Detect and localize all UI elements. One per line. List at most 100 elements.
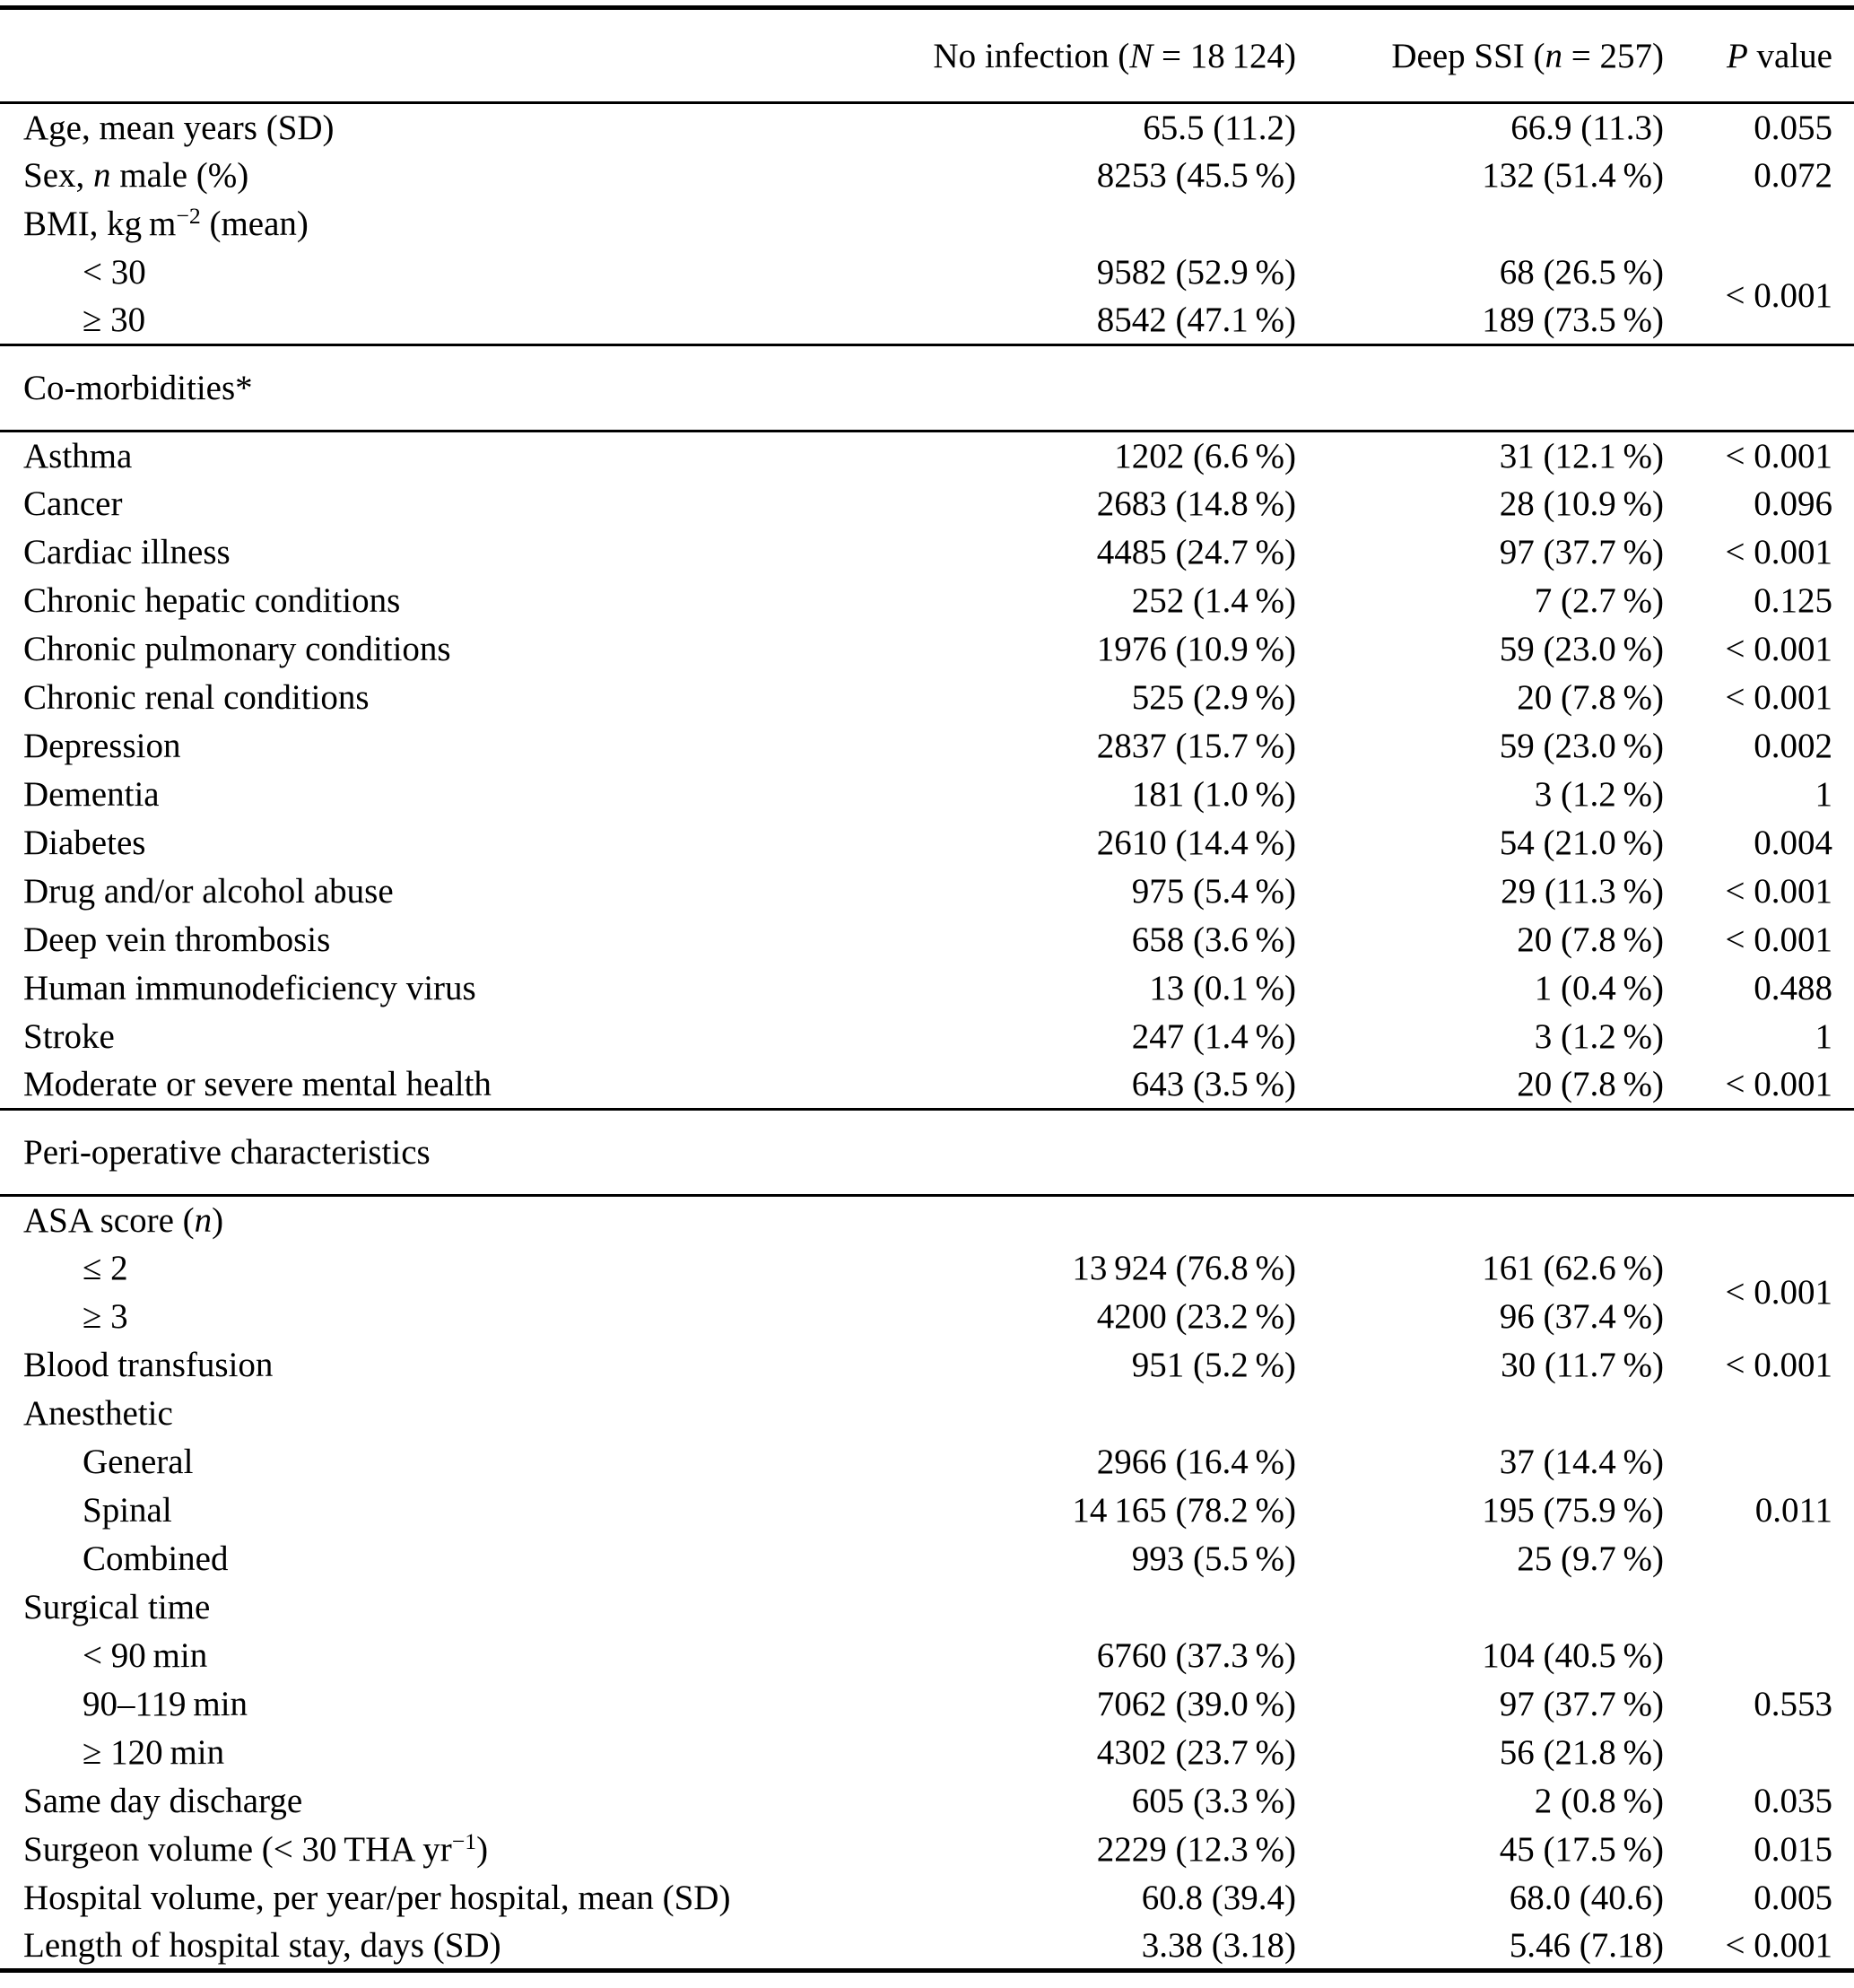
p-value: < 0.001 (1725, 1925, 1833, 1965)
value-no-infection: 7062 (39.0 %) (1096, 1685, 1296, 1723)
value-deep-ssi: 1 (0.4 %) (1534, 969, 1664, 1007)
value-no-infection: 605 (3.3 %) (1131, 1782, 1296, 1820)
p-value: < 0.001 (1725, 1065, 1833, 1104)
value-no-infection (839, 1583, 1296, 1632)
p-value: 0.005 (1754, 1879, 1832, 1917)
value-deep-ssi: 68.0 (40.6) (1509, 1879, 1664, 1917)
value-deep-ssi: 195 (75.9 %) (1482, 1491, 1664, 1530)
p-value: < 0.001 (1725, 276, 1833, 316)
section-row: Co-morbidities* (0, 344, 1854, 432)
row-label: ≥ 30 (83, 301, 146, 340)
value-no-infection: 4485 (24.7 %) (1096, 533, 1296, 571)
p-value: 0.011 (1754, 1491, 1832, 1530)
value-no-infection (839, 200, 1296, 248)
p-value (1664, 1583, 1854, 1632)
value-deep-ssi: 97 (37.7 %) (1499, 1685, 1664, 1723)
value-no-infection: 525 (2.9 %) (1131, 678, 1296, 717)
value-no-infection: 181 (1.0 %) (1131, 775, 1296, 814)
row-label: Surgical time (23, 1588, 211, 1626)
value-no-infection: 14 165 (78.2 %) (1072, 1491, 1296, 1530)
table-row: Chronic pulmonary conditions 1976 (10.9 %… (0, 625, 1854, 674)
value-no-infection: 3.38 (3.18) (1141, 1925, 1296, 1965)
p-value: 0.072 (1754, 156, 1832, 195)
table-row: 90–119 min 7062 (39.0 %) 97 (37.7 %) (0, 1680, 1854, 1729)
table-row: Surgeon volume (< 30 THA yr−1) 2229 (12.3… (0, 1826, 1854, 1874)
row-label: Chronic hepatic conditions (23, 581, 401, 620)
value-no-infection: 13 (0.1 %) (1149, 969, 1296, 1007)
value-deep-ssi: 104 (40.5 %) (1482, 1636, 1664, 1675)
value-deep-ssi (1296, 1583, 1664, 1632)
value-deep-ssi: 2 (0.8 %) (1534, 1782, 1664, 1820)
p-value: < 0.001 (1725, 1273, 1833, 1312)
p-value: 0.125 (1754, 581, 1832, 620)
col-header-deep-ssi-var: n (1545, 36, 1563, 75)
table-body: Age, mean years (SD) 65.5 (11.2) 66.9 (11.… (0, 103, 1854, 1971)
value-deep-ssi: 31 (12.1 %) (1499, 436, 1664, 475)
value-deep-ssi: 56 (21.8 %) (1499, 1733, 1664, 1772)
row-label: Chronic renal conditions (23, 678, 370, 717)
value-deep-ssi: 5.46 (7.18) (1509, 1925, 1664, 1965)
header-row: No infection (N = 18 124) Deep SSI (n = … (0, 8, 1854, 103)
value-deep-ssi (1296, 1390, 1664, 1438)
p-value: 1 (1815, 775, 1833, 814)
table-row: Surgical time (0, 1583, 1854, 1632)
table-row: Hospital volume, per year/per hospital, … (0, 1874, 1854, 1923)
p-value: 0.004 (1754, 824, 1832, 862)
table-row: Deep vein thrombosis 658 (3.6 %) 20 (7.8 %… (0, 916, 1854, 964)
value-deep-ssi: 54 (21.0 %) (1499, 824, 1664, 862)
row-label: ≥ 3 (83, 1297, 128, 1336)
col-header-no-infection: No infection (N = 18 124) (839, 8, 1296, 103)
row-label: ASA score (n) (23, 1200, 224, 1240)
row-label: ≤ 2 (83, 1249, 128, 1287)
row-label: < 90 min (83, 1636, 208, 1675)
table-row: Length of hospital stay, days (SD) 3.38 (… (0, 1923, 1854, 1971)
table-row: Age, mean years (SD) 65.5 (11.2) 66.9 (11.… (0, 103, 1854, 152)
header-empty-cell (0, 8, 839, 103)
row-label: Same day discharge (23, 1782, 303, 1820)
value-no-infection: 975 (5.4 %) (1131, 872, 1296, 911)
row-label: Moderate or severe mental health (23, 1065, 492, 1104)
value-no-infection: 643 (3.5 %) (1131, 1065, 1296, 1104)
value-deep-ssi: 97 (37.7 %) (1499, 533, 1664, 571)
value-deep-ssi: 59 (23.0 %) (1499, 630, 1664, 668)
row-label: Surgeon volume (< 30 THA yr−1) (23, 1828, 489, 1869)
value-no-infection: 8542 (47.1 %) (1096, 301, 1296, 340)
row-label: Deep vein thrombosis (23, 920, 331, 959)
table-row: Asthma 1202 (6.6 %) 31 (12.1 %) < 0.001 (0, 432, 1854, 480)
value-deep-ssi: 96 (37.4 %) (1499, 1297, 1664, 1336)
value-no-infection: 4200 (23.2 %) (1096, 1297, 1296, 1336)
row-label: Length of hospital stay, days (SD) (23, 1925, 501, 1965)
value-deep-ssi: 28 (10.9 %) (1499, 484, 1664, 523)
section-row: Peri-operative characteristics (0, 1109, 1854, 1196)
row-label: Combined (83, 1539, 229, 1578)
p-value: 0.488 (1754, 969, 1832, 1007)
table-row: Depression 2837 (15.7 %) 59 (23.0 %) 0.002 (0, 722, 1854, 771)
table-row: ≥ 3 4200 (23.2 %) 96 (37.4 %) (0, 1293, 1854, 1341)
value-no-infection: 9582 (52.9 %) (1096, 253, 1296, 292)
p-value: < 0.001 (1725, 920, 1833, 959)
row-label: Cancer (23, 484, 123, 523)
value-deep-ssi (1296, 200, 1664, 248)
section-title: Peri-operative characteristics (23, 1133, 431, 1172)
value-no-infection: 8253 (45.5 %) (1096, 156, 1296, 195)
value-no-infection: 2610 (14.4 %) (1096, 824, 1296, 862)
p-value: 0.015 (1754, 1830, 1832, 1869)
table-row: ≥ 30 8542 (47.1 %) 189 (73.5 %) (0, 297, 1854, 345)
table-row: ≤ 2 13 924 (76.8 %) 161 (62.6 %) < 0.001 (0, 1244, 1854, 1312)
p-value: 0.096 (1754, 484, 1832, 523)
row-label: Stroke (23, 1017, 115, 1056)
row-label: Depression (23, 727, 181, 765)
value-deep-ssi: 3 (1.2 %) (1534, 775, 1664, 814)
value-no-infection: 2683 (14.8 %) (1096, 484, 1296, 523)
row-label: < 30 (83, 253, 146, 292)
table-row: Diabetes 2610 (14.4 %) 54 (21.0 %) 0.004 (0, 819, 1854, 868)
table-row: < 30 9582 (52.9 %) 68 (26.5 %) < 0.001 (0, 248, 1854, 315)
table-row: Drug and/or alcohol abuse 975 (5.4 %) 29 (… (0, 868, 1854, 916)
p-value: 1 (1815, 1017, 1833, 1056)
value-deep-ssi: 25 (9.7 %) (1517, 1539, 1664, 1578)
value-no-infection: 4302 (23.7 %) (1096, 1733, 1296, 1772)
p-value (1664, 1390, 1854, 1438)
value-no-infection: 2229 (12.3 %) (1096, 1830, 1296, 1869)
row-label: Chronic pulmonary conditions (23, 630, 451, 668)
row-label: Spinal (83, 1491, 172, 1530)
